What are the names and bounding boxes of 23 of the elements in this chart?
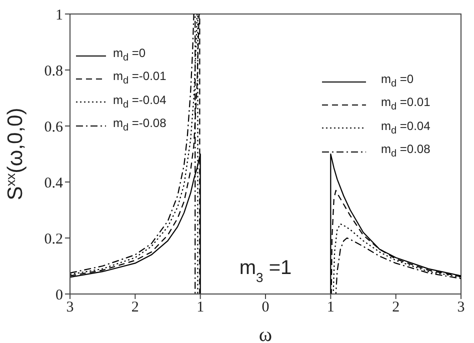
legend-label: m$_{d}$ =-0.01 xyxy=(113,68,166,89)
x-tick-label: 3 xyxy=(457,300,465,316)
y-tick-label: 0.2 xyxy=(44,231,63,248)
x-tick-label: 1 xyxy=(326,300,334,316)
y-tick-label: 0.4 xyxy=(44,175,64,192)
x-tick-label: 1 xyxy=(196,300,204,316)
legend-label: m$_{d}$ =-0.08 xyxy=(113,115,166,136)
legend-label: m$_{d}$ =0.01 xyxy=(381,94,430,115)
y-tick-label: 0 xyxy=(56,287,63,304)
x-tick-label: 2 xyxy=(392,300,400,316)
y-tick-label: 0.6 xyxy=(44,119,64,136)
x-axis-title: ω xyxy=(258,324,272,343)
legend-label: m$_{d}$ =0 xyxy=(113,45,146,66)
annotation: m$_{3}$ =1 xyxy=(239,257,292,284)
legend-label: m$_{d}$ =-0.04 xyxy=(113,92,166,112)
legend-label: m$_{d}$ =0.08 xyxy=(381,141,430,162)
x-tick-label: 0 xyxy=(262,300,270,316)
legend-label: m$_{d}$ =0.04 xyxy=(381,118,430,138)
y-tick-label: 0.8 xyxy=(44,63,63,80)
legend-label: m$_{d}$ =0 xyxy=(381,71,414,92)
y-tick-label: 1 xyxy=(56,7,63,24)
x-tick-label: 2 xyxy=(131,300,139,316)
x-tick-label: 3 xyxy=(66,300,74,316)
